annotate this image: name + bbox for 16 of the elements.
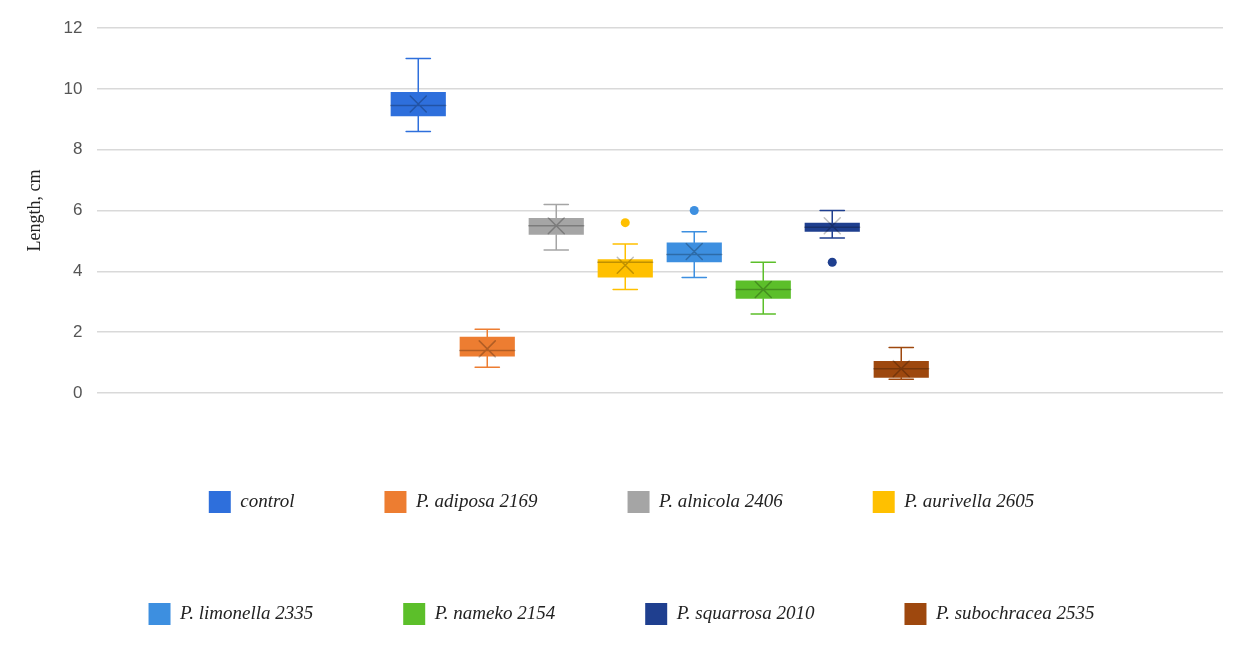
y-tick-label: 12 [63, 17, 83, 37]
legend-label: P. squarrosa 2010 [675, 602, 815, 623]
y-tick-label: 10 [63, 78, 83, 98]
legend-label: P. aurivella 2605 [903, 490, 1035, 511]
legend-label: P. adiposa 2169 [414, 490, 539, 511]
legend-label: P. subochracea 2535 [934, 602, 1095, 623]
y-tick-label: 0 [73, 382, 83, 402]
legend-label: control [240, 490, 295, 511]
y-tick-label: 6 [73, 200, 83, 220]
y-tick-label: 8 [73, 139, 83, 159]
legend-label: P. alnicola 2406 [658, 490, 784, 511]
y-tick-label: 2 [73, 321, 83, 341]
y-tick-label: 4 [73, 261, 83, 281]
y-axis-title: Length, cm [23, 169, 44, 252]
legend-label: P. nameko 2154 [433, 602, 556, 623]
legend-label: P. limonella 2335 [179, 602, 314, 623]
